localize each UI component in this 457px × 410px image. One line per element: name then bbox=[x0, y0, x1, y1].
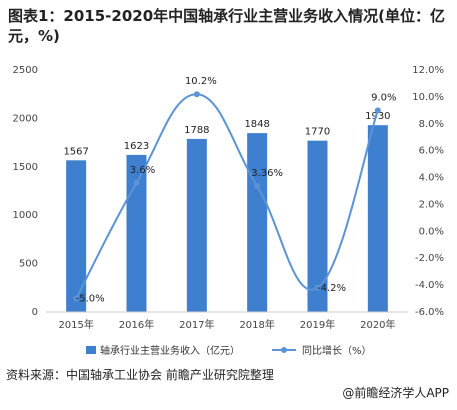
left-tick-label: 2500 bbox=[13, 65, 38, 76]
line-point bbox=[193, 91, 200, 98]
bar-value-label: 1623 bbox=[124, 141, 149, 152]
left-tick-label: 2000 bbox=[13, 113, 38, 124]
left-tick-label: 0 bbox=[32, 307, 38, 318]
legend-line-marker bbox=[281, 347, 287, 353]
line-value-label: 9.0% bbox=[371, 92, 396, 103]
bar-series: 1567 1623 1788 1848 1770 1930 bbox=[63, 111, 391, 313]
chart-title: 图表1：2015-2020年中国轴承行业主营业务收入情况(单位：亿元，%) bbox=[8, 7, 446, 45]
x-tick-label: 2020年 bbox=[360, 318, 395, 331]
right-tick-label: -2.0% bbox=[415, 253, 444, 264]
x-tick-label: 2016年 bbox=[119, 318, 154, 331]
right-tick-label: -4.0% bbox=[415, 280, 444, 291]
source-note: 资料来源：中国轴承工业协会 前瞻产业研究院整理 bbox=[6, 368, 274, 382]
bar bbox=[126, 154, 147, 312]
right-tick-label: -6.0% bbox=[415, 307, 444, 318]
bar-value-label: 1788 bbox=[184, 125, 209, 136]
bar bbox=[186, 138, 207, 312]
left-tick-label: 1500 bbox=[13, 162, 38, 173]
x-tick-label: 2017年 bbox=[179, 318, 214, 331]
line-point bbox=[314, 284, 321, 291]
bar-value-label: 1567 bbox=[63, 146, 88, 157]
legend-bar-label: 轴承行业主营业务收入（亿元） bbox=[100, 344, 240, 357]
bar bbox=[247, 133, 268, 312]
bar bbox=[66, 160, 87, 312]
line-point bbox=[374, 107, 381, 114]
right-tick-label: 8.0% bbox=[419, 119, 444, 130]
growth-line bbox=[75, 93, 379, 300]
line-value-label: -4.2% bbox=[317, 283, 346, 294]
right-tick-label: 12.0% bbox=[412, 65, 444, 76]
right-tick-label: 6.0% bbox=[419, 146, 444, 157]
bar bbox=[367, 125, 388, 313]
line-value-label: 3.36% bbox=[251, 168, 283, 179]
line-value-label: 10.2% bbox=[185, 76, 217, 87]
line-point bbox=[133, 179, 140, 186]
legend-bar-swatch bbox=[86, 346, 96, 354]
right-tick-label: 0.0% bbox=[419, 226, 444, 237]
legend-line-label: 同比增长（%） bbox=[302, 344, 372, 357]
line-point bbox=[73, 295, 80, 302]
legend: 轴承行业主营业务收入（亿元） 同比增长（%） bbox=[86, 344, 372, 357]
bar bbox=[307, 140, 328, 312]
left-axis: 0 500 1000 1500 2000 2500 bbox=[13, 65, 38, 318]
right-tick-label: 4.0% bbox=[419, 173, 444, 184]
brand-label: @前瞻经济学人APP bbox=[342, 386, 449, 400]
line-series: -5.0% 3.6% 10.2% 3.36% -4.2% 9.0% bbox=[73, 76, 397, 305]
left-tick-label: 1000 bbox=[13, 210, 38, 221]
left-tick-label: 500 bbox=[19, 259, 38, 270]
bar-value-label: 1930 bbox=[365, 111, 390, 122]
line-value-label: 3.6% bbox=[130, 165, 155, 176]
x-axis: 2015年 2016年 2017年 2018年 2019年 2020年 bbox=[46, 311, 408, 331]
x-tick-label: 2015年 bbox=[58, 318, 93, 331]
x-tick-label: 2019年 bbox=[300, 318, 335, 331]
right-axis: -6.0% -4.0% -2.0% 0.0% 2.0% 4.0% 6.0% 8.0% 10.0%… bbox=[412, 65, 444, 318]
x-tick-label: 2018年 bbox=[239, 318, 274, 331]
bar-value-label: 1848 bbox=[244, 119, 269, 130]
bar-value-label: 1770 bbox=[305, 127, 330, 138]
right-tick-label: 10.0% bbox=[412, 92, 444, 103]
line-point bbox=[254, 183, 261, 190]
line-value-label: -5.0% bbox=[76, 294, 105, 305]
right-tick-label: 2.0% bbox=[419, 199, 444, 210]
